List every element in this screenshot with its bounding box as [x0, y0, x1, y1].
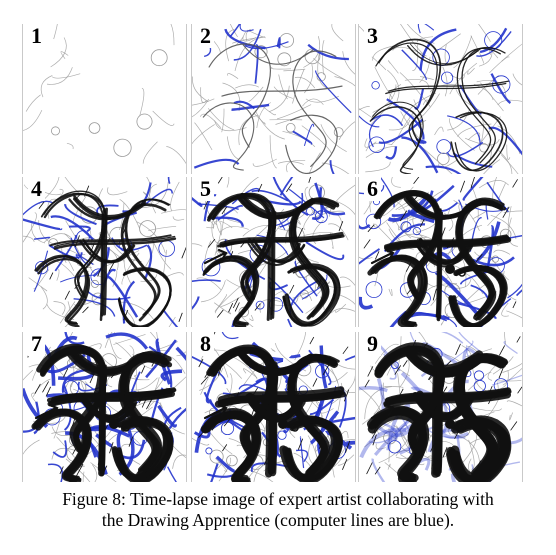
panel-border [358, 177, 523, 327]
drawing-sketch [191, 177, 356, 327]
drawing-sketch [358, 332, 523, 482]
panel-border [191, 177, 356, 327]
drawing-sketch [22, 332, 187, 482]
caption-line-2: the Drawing Apprentice (computer lines a… [101, 510, 455, 530]
panel-border [358, 24, 523, 174]
time-lapse-panel: 4 [22, 177, 187, 327]
figure-caption: Figure 8: Time-lapse image of expert art… [0, 489, 556, 531]
panel-number: 8 [197, 332, 214, 356]
caption-line-1: Figure 8: Time-lapse image of expert art… [62, 489, 494, 509]
drawing-sketch [191, 24, 356, 174]
panel-border [358, 332, 523, 482]
drawing-sketch [358, 24, 523, 174]
drawing-sketch [22, 177, 187, 327]
panel-number: 4 [28, 177, 45, 201]
panel-number: 1 [28, 24, 45, 48]
time-lapse-panel: 1 [22, 24, 187, 174]
panel-border [22, 24, 187, 174]
panel-number: 6 [364, 177, 381, 201]
panel-border [22, 177, 187, 327]
panel-number: 3 [364, 24, 381, 48]
time-lapse-panel: 6 [358, 177, 523, 327]
time-lapse-panel: 3 [358, 24, 523, 174]
drawing-sketch [191, 332, 356, 482]
panel-border [22, 332, 187, 482]
panel-number: 9 [364, 332, 381, 356]
time-lapse-panel: 7 [22, 332, 187, 482]
panel-border [191, 24, 356, 174]
time-lapse-panel: 5 [191, 177, 356, 327]
panel-number: 7 [28, 332, 45, 356]
time-lapse-panel: 2 [191, 24, 356, 174]
panel-border [191, 332, 356, 482]
panel-number: 5 [197, 177, 214, 201]
time-lapse-panel: 9 [358, 332, 523, 482]
time-lapse-panel: 8 [191, 332, 356, 482]
drawing-sketch [358, 177, 523, 327]
drawing-sketch [22, 24, 187, 166]
panel-number: 2 [197, 24, 214, 48]
